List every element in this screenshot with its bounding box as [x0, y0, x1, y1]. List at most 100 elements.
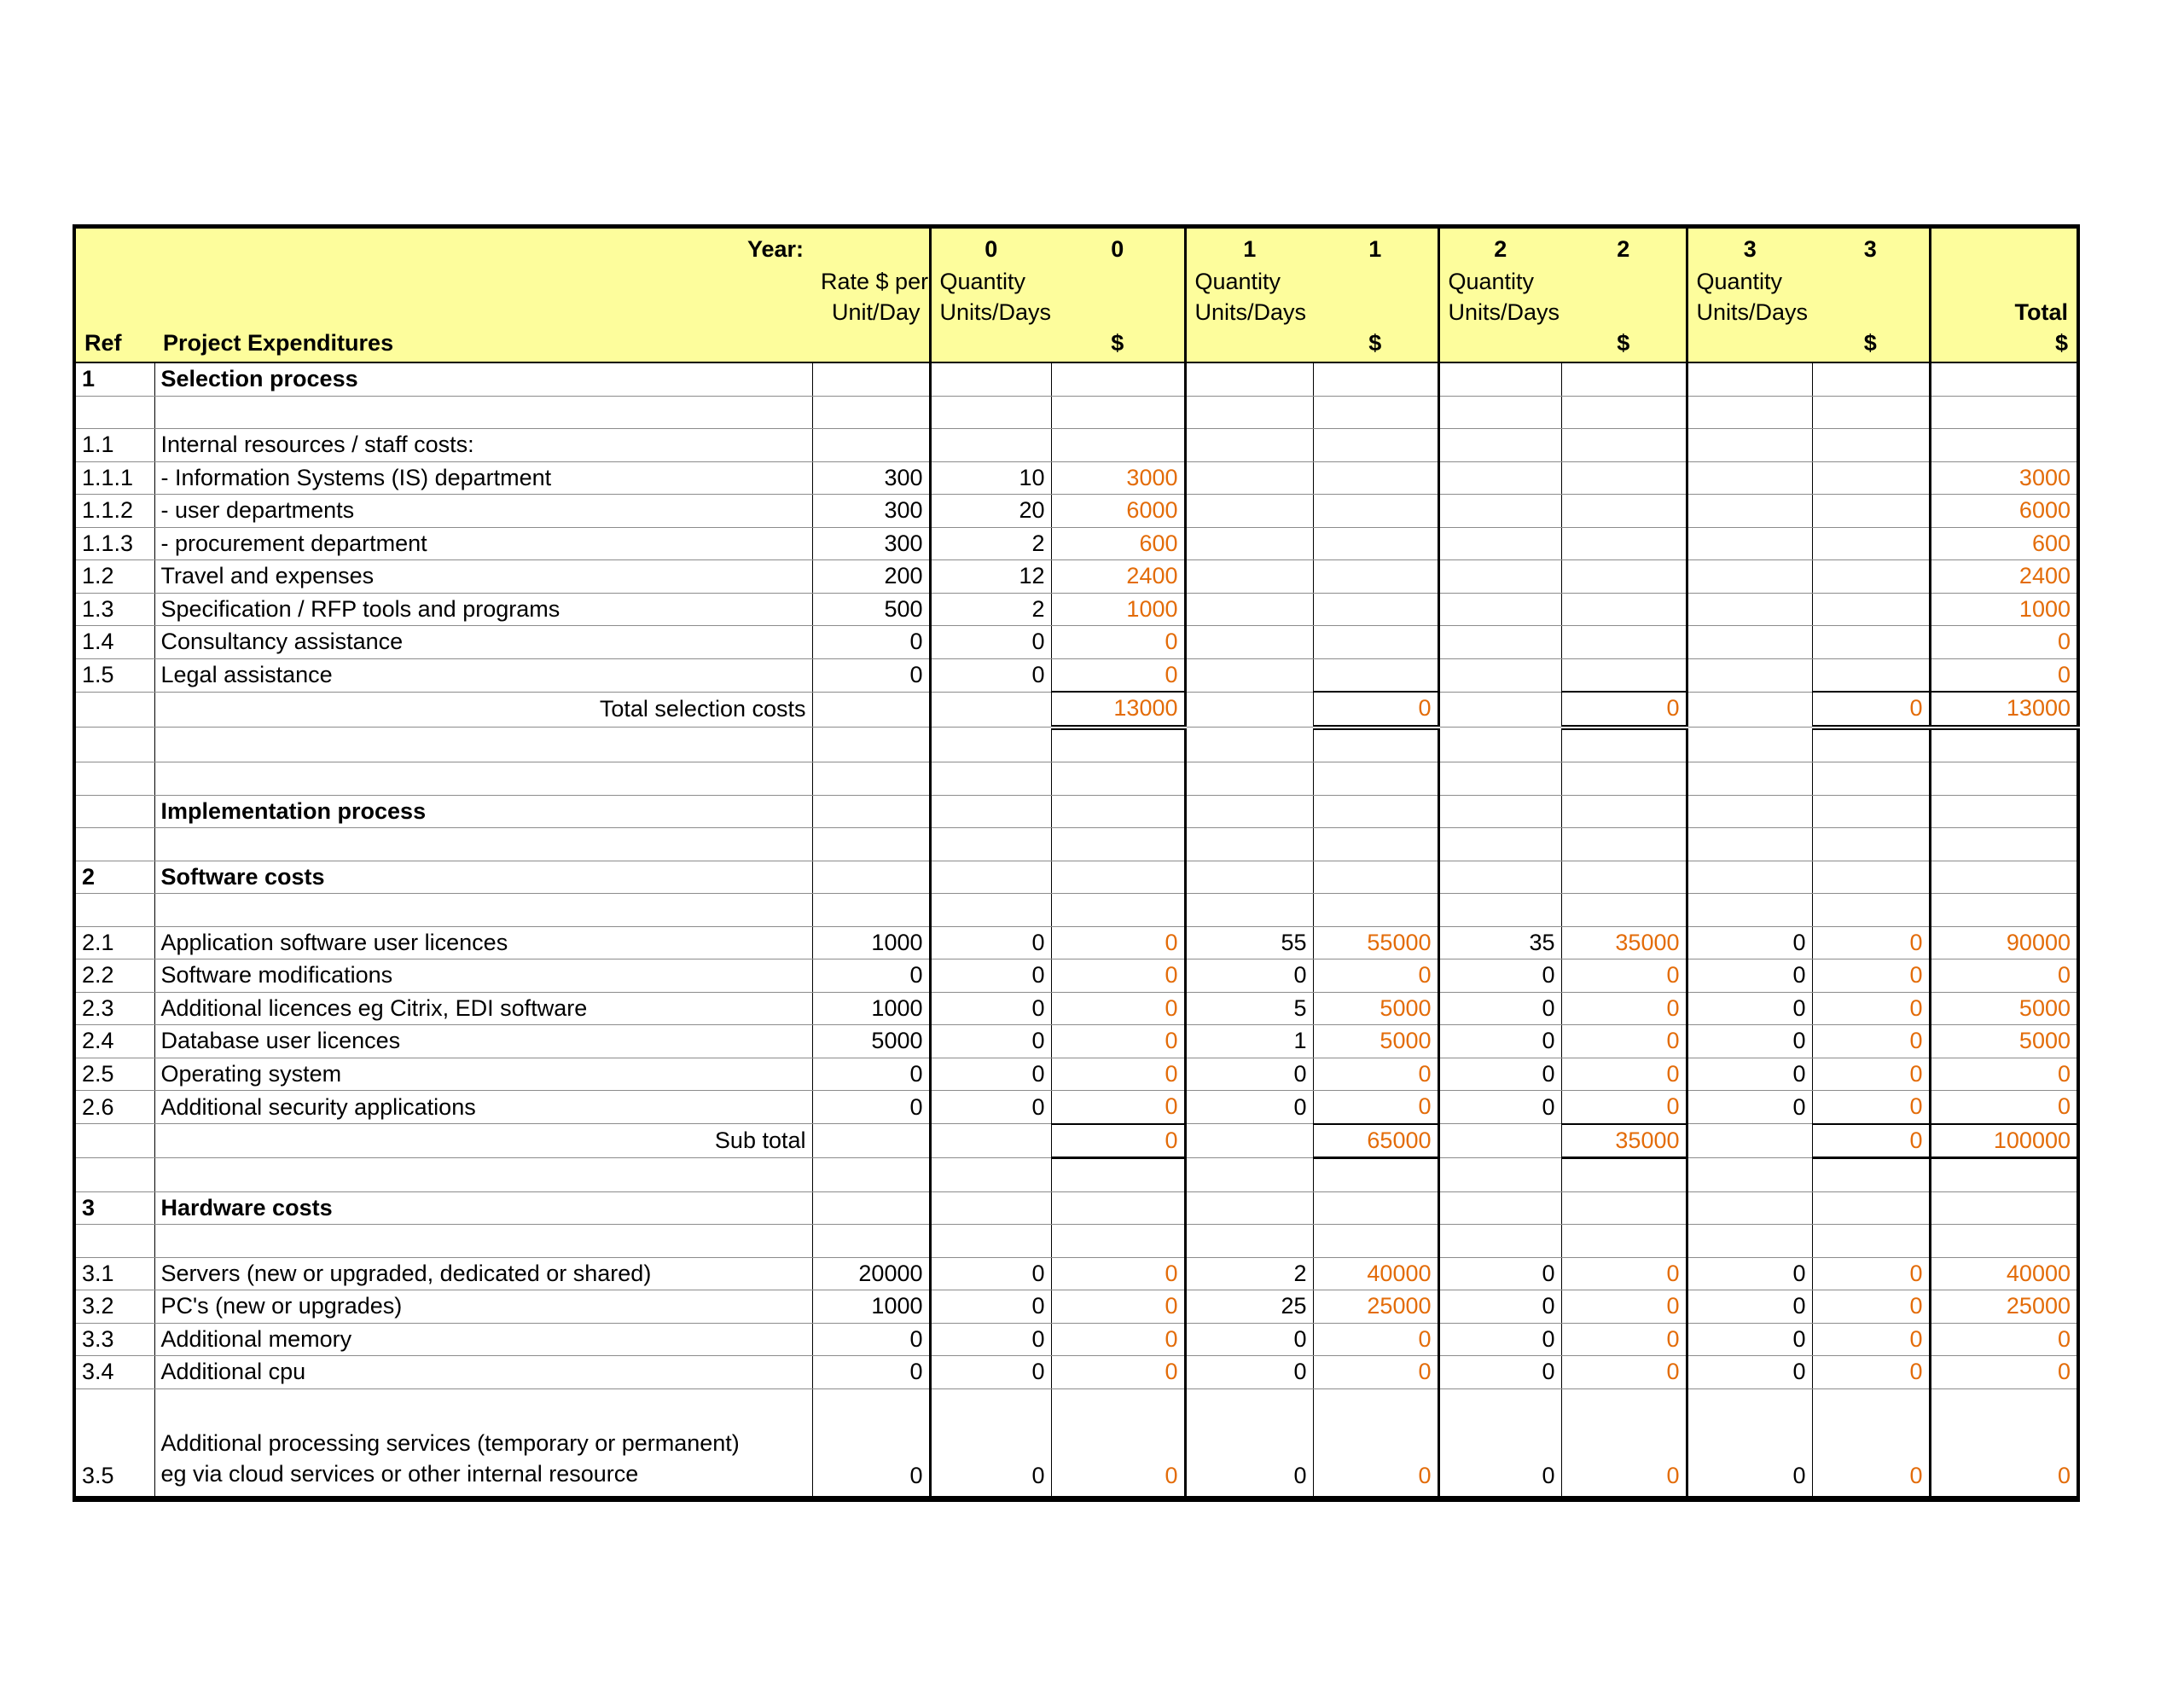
ref-cell: 2.2 [74, 959, 155, 993]
ref-cell [74, 1157, 155, 1192]
total-cell [1930, 762, 2078, 796]
year0-qty-cell: 0 [930, 1355, 1052, 1389]
year3-amount-cell [1812, 827, 1931, 861]
year1-qty-cell [1185, 861, 1314, 894]
year2-qty-cell [1438, 795, 1562, 828]
year2-qty-cell [1438, 461, 1562, 495]
year2-amount-cell: 0 [1561, 1388, 1688, 1499]
year1-qty-cell [1185, 593, 1314, 626]
rate-cell [812, 762, 932, 796]
year1-amount-cell: 40000 [1313, 1257, 1440, 1290]
year3-amount-cell [1812, 795, 1931, 828]
table-row: 2.2 Software modifications 0 0 0 0 0 0 0 0 0 0 [74, 959, 2078, 993]
year2-qty-cell: 0 [1438, 1090, 1562, 1124]
year1-number: 1 [1243, 236, 1257, 262]
year1-amount-cell: 0 [1313, 1355, 1440, 1389]
year3-amount-cell [1812, 861, 1931, 894]
rate-cell [812, 795, 932, 828]
year0-qty-cell [930, 1224, 1052, 1258]
year0-qty-cell [930, 893, 1052, 927]
header-total-cell: Total $ [1930, 226, 2078, 363]
year3-qty-cell [1687, 396, 1813, 429]
total-cell [1930, 861, 2078, 894]
year0-qty-cell: 0 [930, 1090, 1052, 1124]
total-cell: 0 [1930, 658, 2078, 693]
ref-cell: 1.3 [74, 593, 155, 626]
total-cell: 100000 [1930, 1122, 2078, 1159]
year0-qty-cell [930, 727, 1052, 762]
year0-amount-cell: 0 [1051, 1058, 1187, 1091]
year0-qty-cell [930, 396, 1052, 429]
ref-cell [74, 1123, 155, 1158]
table-row: Sub total 0 65000 35000 0 100000 [74, 1122, 2078, 1159]
quantity-label: Quantity [939, 269, 1026, 294]
description-cell: Additional security applications [154, 1090, 813, 1124]
year0-amount-cell: 6000 [1051, 494, 1187, 528]
year3-amount-cell: 0 [1812, 1058, 1931, 1091]
header-year1-amount-cell: 1 $ [1313, 226, 1440, 363]
year3-amount-cell: 0 [1812, 1323, 1931, 1356]
rate-cell: 300 [812, 494, 932, 528]
table-row: 2.6 Additional security applications 0 0 0 0 0… [74, 1090, 2078, 1124]
year0-qty-cell: 20 [930, 494, 1052, 528]
year2-amount-cell [1561, 658, 1688, 693]
year3-qty-cell [1687, 559, 1813, 594]
description-cell [154, 893, 813, 927]
description-cell: Internal resources / staff costs: [154, 428, 813, 462]
year3-qty-cell: 0 [1687, 1024, 1813, 1058]
year1-qty-cell: 55 [1185, 926, 1314, 959]
description-cell: Consultancy assistance [154, 625, 813, 659]
quantity-label: Quantity [1194, 269, 1281, 294]
year3-qty-cell [1687, 762, 1813, 796]
table-row: 2.1 Application software user licences 100… [74, 926, 2078, 959]
year3-amount-cell: 0 [1812, 1290, 1931, 1324]
rate-cell [812, 861, 932, 894]
rate-cell: 1000 [812, 992, 932, 1025]
header-year2-qty-cell: 2 Quantity Units/Days [1438, 226, 1561, 363]
quantity-label: Quantity [1696, 269, 1783, 294]
year0-number: 0 [1111, 236, 1124, 262]
total-cell [1930, 428, 2078, 462]
description-cell: Additional memory [154, 1323, 813, 1356]
dollar-header: $ [1863, 330, 1877, 356]
year1-qty-cell [1185, 893, 1314, 927]
year1-amount-cell [1313, 428, 1440, 462]
year0-amount-cell [1051, 1157, 1187, 1192]
year0-qty-cell [930, 795, 1052, 828]
description-cell [154, 1224, 813, 1258]
year1-amount-cell [1313, 362, 1440, 397]
description-cell [154, 396, 813, 429]
total-cell: 0 [1930, 1323, 2078, 1356]
total-cell [1930, 396, 2078, 429]
year3-qty-cell: 0 [1687, 1290, 1813, 1324]
year3-amount-cell [1812, 559, 1931, 594]
year1-amount-cell: 0 [1313, 959, 1440, 993]
description-cell [154, 727, 813, 762]
project-expenditures-header: Project Expenditures [163, 330, 394, 356]
year0-amount-cell: 0 [1051, 1355, 1187, 1389]
year1-amount-cell: 55000 [1313, 926, 1440, 959]
total-cell: 25000 [1930, 1290, 2078, 1324]
year3-amount-cell: 0 [1812, 1355, 1931, 1389]
table-row: 1.1.3- procurement department 300 2 600 600 [74, 527, 2078, 560]
year0-qty-cell [930, 692, 1052, 728]
year1-qty-cell [1185, 1123, 1314, 1158]
year1-amount-cell [1313, 494, 1440, 528]
year1-amount-cell [1313, 893, 1440, 927]
year1-amount-cell: 5000 [1313, 992, 1440, 1025]
description-cell: Database user licences [154, 1024, 813, 1058]
year3-amount-cell: 0 [1812, 1024, 1931, 1058]
description-cell: Selection process [154, 362, 813, 397]
total-cell [1930, 795, 2078, 828]
total-cell [1930, 727, 2078, 762]
year2-qty-cell [1438, 893, 1562, 927]
year1-qty-cell: 5 [1185, 992, 1314, 1025]
ref-cell: 3 [74, 1191, 155, 1225]
ref-header: Ref [84, 330, 122, 356]
dollar-header: $ [2054, 330, 2068, 356]
quantity-label: Quantity [1448, 269, 1535, 294]
year2-qty-cell: 0 [1438, 959, 1562, 993]
year2-amount-cell [1561, 893, 1688, 927]
year1-qty-cell [1185, 762, 1314, 796]
year0-qty-cell: 0 [930, 992, 1052, 1025]
